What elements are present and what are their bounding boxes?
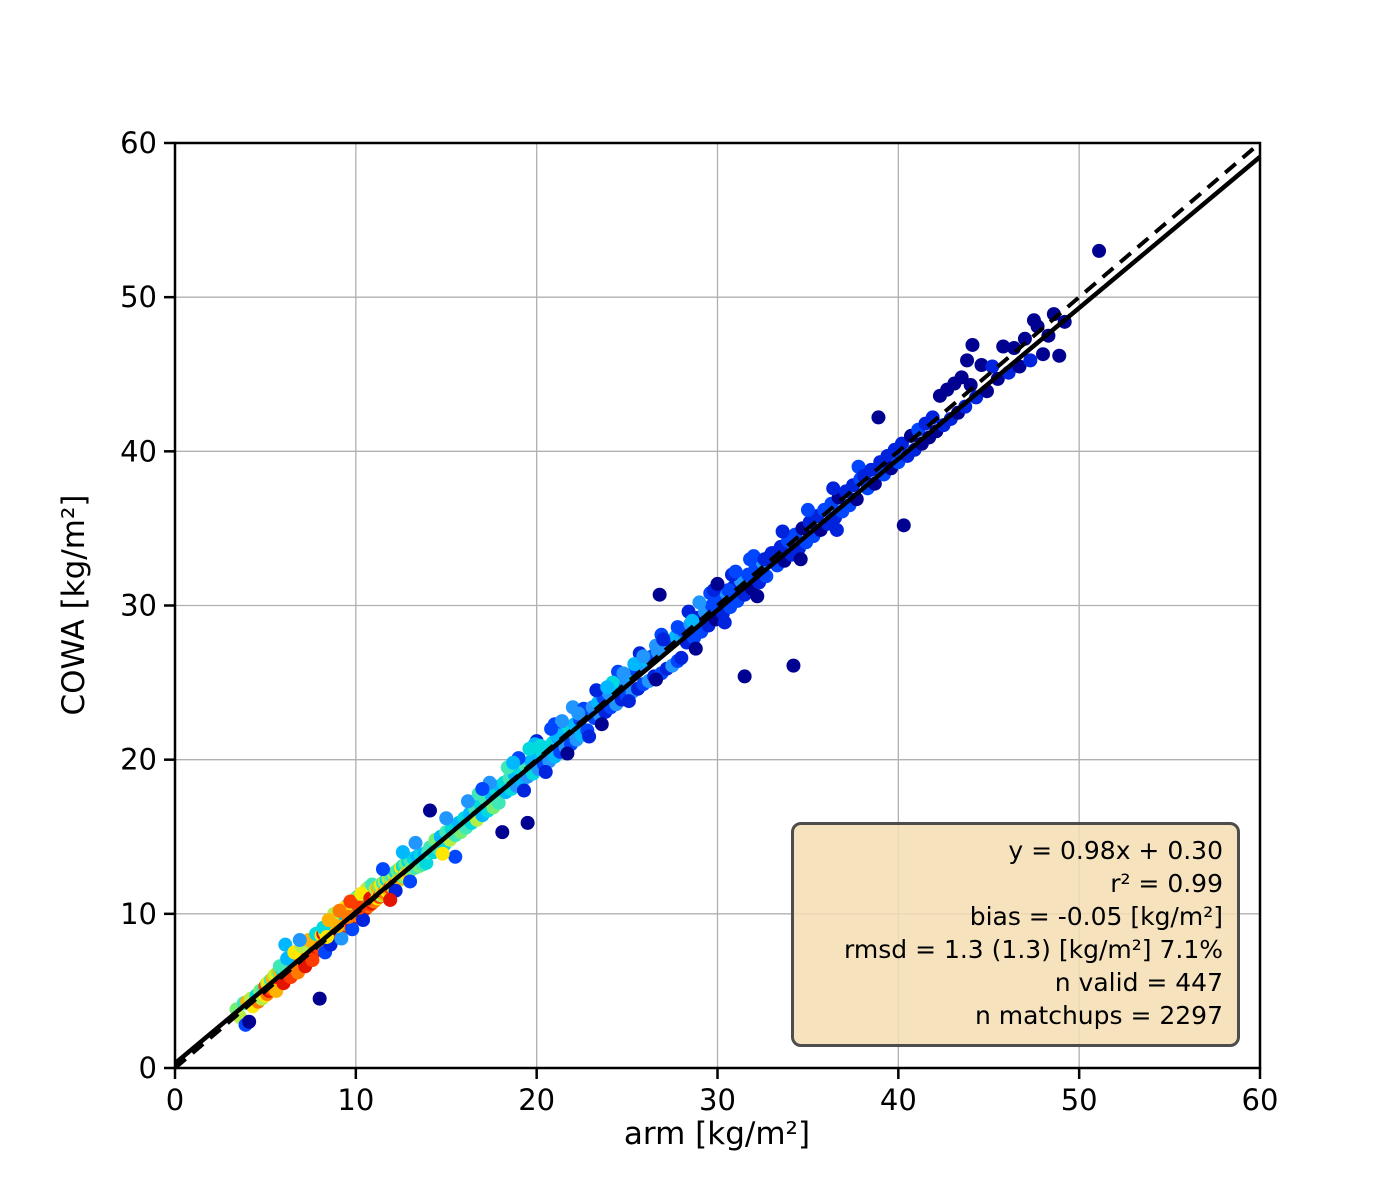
- x-tick-label: 50: [1061, 1083, 1098, 1117]
- data-point: [1017, 331, 1032, 346]
- x-tick-label: 10: [337, 1083, 374, 1117]
- data-point: [728, 564, 743, 579]
- data-point: [538, 765, 553, 779]
- data-point: [403, 874, 418, 889]
- data-point: [636, 649, 651, 664]
- data-point: [616, 666, 631, 681]
- data-point: [656, 632, 671, 647]
- x-tick-label: 30: [699, 1083, 736, 1117]
- data-point: [448, 849, 463, 864]
- x-tick-label: 20: [518, 1083, 555, 1117]
- stats-line-nvalid: n valid = 447: [1054, 968, 1223, 997]
- data-point: [826, 481, 841, 496]
- x-tick-label: 60: [1242, 1083, 1279, 1117]
- data-point: [475, 781, 490, 796]
- data-point: [533, 738, 548, 753]
- data-point: [495, 825, 510, 840]
- data-point: [1036, 347, 1050, 362]
- stats-line-nmatchups: n matchups = 2297: [974, 1001, 1223, 1030]
- y-axis-label: COWA [kg/m²]: [56, 494, 92, 716]
- data-point: [1023, 353, 1038, 368]
- data-point: [717, 615, 732, 630]
- data-point: [793, 552, 808, 567]
- data-point: [688, 641, 703, 656]
- data-point: [685, 613, 700, 628]
- data-point: [242, 1014, 257, 1029]
- data-point: [356, 913, 371, 927]
- stats-line-equation: y = 0.98x + 0.30: [1008, 836, 1223, 865]
- data-point: [896, 518, 911, 533]
- identity-line: [173, 141, 1262, 1070]
- data-point: [786, 658, 801, 673]
- data-point: [439, 811, 454, 826]
- data-point: [460, 794, 475, 809]
- data-point: [395, 845, 410, 860]
- data-point: [292, 933, 307, 948]
- data-point: [1052, 348, 1067, 363]
- y-tick-label: 30: [120, 589, 157, 623]
- data-point: [1092, 243, 1107, 258]
- x-axis-label: arm [kg/m²]: [623, 1116, 811, 1152]
- data-point: [649, 672, 664, 687]
- data-point: [600, 680, 615, 695]
- data-point: [491, 795, 506, 810]
- y-tick-label: 0: [139, 1051, 157, 1085]
- data-point: [775, 524, 790, 539]
- y-tick-label: 40: [120, 434, 157, 468]
- data-point: [721, 583, 736, 598]
- data-point: [571, 706, 586, 721]
- data-point: [506, 755, 521, 770]
- data-point: [743, 552, 758, 567]
- data-point: [692, 595, 707, 610]
- data-point: [422, 803, 437, 818]
- y-tick-label: 50: [120, 280, 157, 314]
- data-point: [974, 358, 989, 372]
- data-point: [621, 694, 636, 709]
- stats-annotation-box: y = 0.98x + 0.30 r² = 0.99 bias = -0.05 …: [791, 822, 1240, 1047]
- y-tick-label: 10: [120, 897, 157, 931]
- data-point: [871, 410, 886, 425]
- data-point: [674, 650, 689, 665]
- data-point: [435, 846, 450, 861]
- data-point: [1026, 313, 1041, 328]
- data-point: [544, 721, 559, 736]
- x-tick-label: 40: [880, 1083, 917, 1117]
- data-point: [960, 353, 975, 368]
- data-point: [710, 576, 725, 591]
- data-point: [985, 359, 1000, 374]
- data-point: [582, 729, 597, 744]
- data-point: [517, 783, 532, 798]
- data-point: [652, 587, 667, 602]
- data-point: [965, 337, 980, 352]
- data-point: [419, 855, 434, 870]
- x-tick-label: 0: [166, 1083, 184, 1117]
- data-point: [589, 683, 604, 698]
- y-tick-label: 60: [120, 126, 157, 160]
- data-point: [829, 522, 844, 537]
- data-point: [345, 922, 360, 937]
- stats-line-r2: r² = 0.99: [1110, 869, 1223, 898]
- data-point: [737, 669, 752, 684]
- stats-line-bias: bias = -0.05 [kg/m²]: [969, 902, 1223, 931]
- data-point: [383, 892, 398, 907]
- data-point: [334, 931, 349, 946]
- data-point: [594, 717, 609, 732]
- data-point: [522, 741, 537, 756]
- stats-line-rmsd: rmsd = 1.3 (1.3) [kg/m²] 7.1%: [844, 935, 1223, 964]
- y-tick-label: 20: [120, 743, 157, 777]
- data-point: [312, 991, 327, 1006]
- data-point: [800, 502, 815, 517]
- data-point: [408, 835, 423, 850]
- data-point: [375, 862, 390, 877]
- data-point: [554, 714, 569, 729]
- data-point: [520, 815, 535, 830]
- data-point: [750, 589, 765, 604]
- data-point: [305, 953, 320, 968]
- data-point: [560, 746, 575, 761]
- data-point: [996, 339, 1011, 354]
